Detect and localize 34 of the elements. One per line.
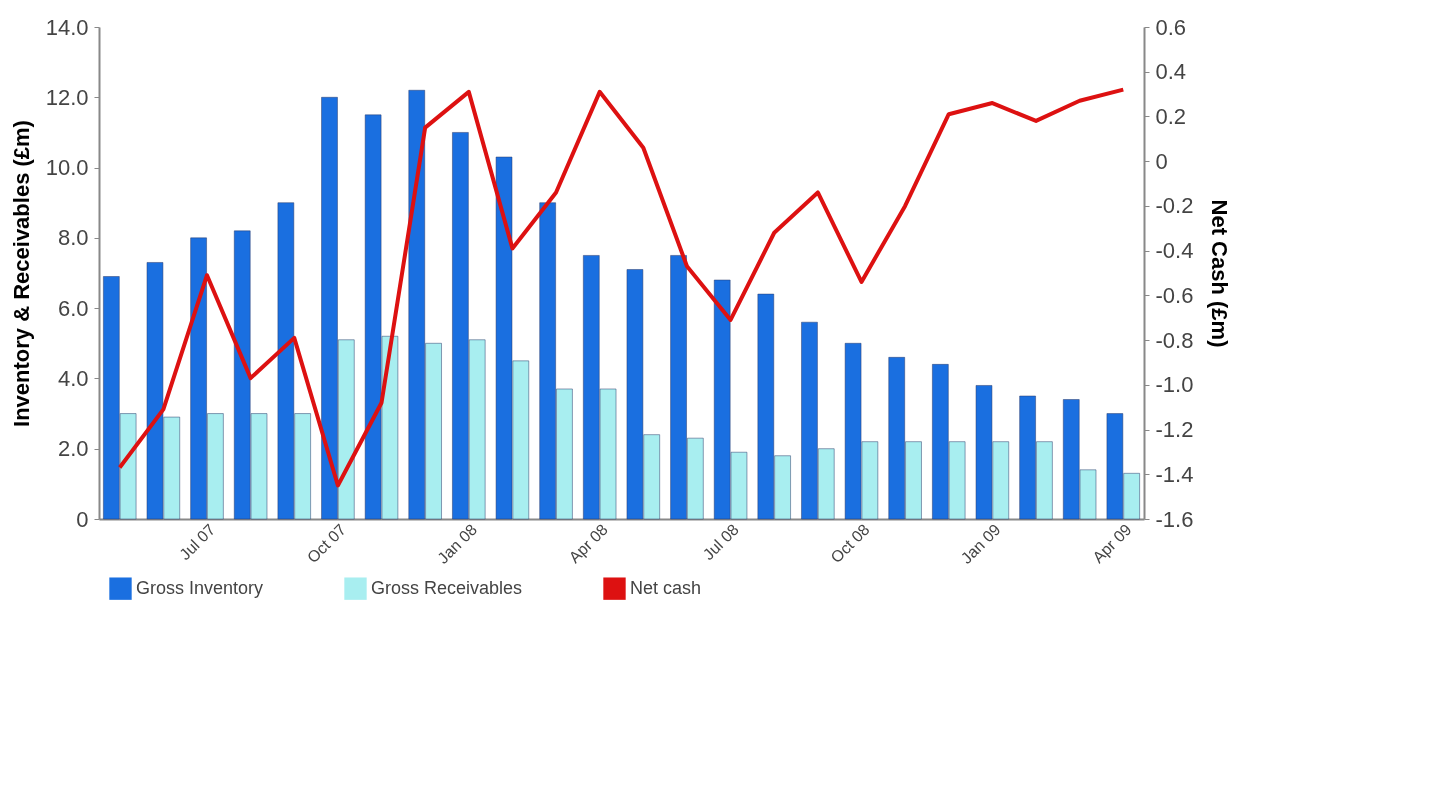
y2-tick-label: -1.0 [1155,372,1194,398]
x-tick-label: Jan 08 [434,520,481,567]
x-tick-label: Jan 09 [957,520,1004,567]
x-tick-label: Jul 08 [699,520,742,564]
x-tick-label: Jul 07 [176,520,219,564]
y2-tick-label: 0 [1155,148,1168,174]
y2-tick-label: 0.6 [1155,14,1187,40]
y2-tick-label: -0.8 [1155,327,1194,353]
y-axis-title: Inventory & Receivables (£m) [8,120,34,427]
y2-tick-label: -1.4 [1155,461,1194,487]
x-tick-label: Oct 08 [827,520,873,567]
y2-tick-label: -0.6 [1155,282,1194,308]
y2-tick-label: -0.2 [1155,193,1194,219]
y2-tick-label: -1.6 [1155,506,1194,532]
y-tick-label: 14.0 [45,14,89,40]
y2-tick-label: 0.4 [1155,59,1187,85]
y-tick-label: 2.0 [57,436,89,462]
y2-tick-label: -0.4 [1155,238,1194,264]
legend-label: Net cash [630,577,702,598]
x-tick-label: Apr 09 [1089,520,1135,567]
legend-label: Gross Receivables [371,577,523,598]
y-tick-label: 12.0 [45,84,89,110]
y-tick-label: 4.0 [57,365,89,391]
y2-tick-label: -1.2 [1155,417,1194,443]
legend-label: Gross Inventory [136,577,264,598]
x-tick-label: Oct 07 [303,520,350,567]
y-tick-label: 0 [76,506,89,532]
y-tick-label: 6.0 [57,295,89,321]
y-tick-label: 8.0 [57,225,89,251]
line-series [117,87,1126,488]
y2-tick-label: 0.2 [1155,103,1187,129]
y-tick-label: 10.0 [45,155,89,181]
x-tick-label: Apr 08 [565,520,612,567]
y2-axis-title: Net Cash (£m) [1207,199,1233,348]
